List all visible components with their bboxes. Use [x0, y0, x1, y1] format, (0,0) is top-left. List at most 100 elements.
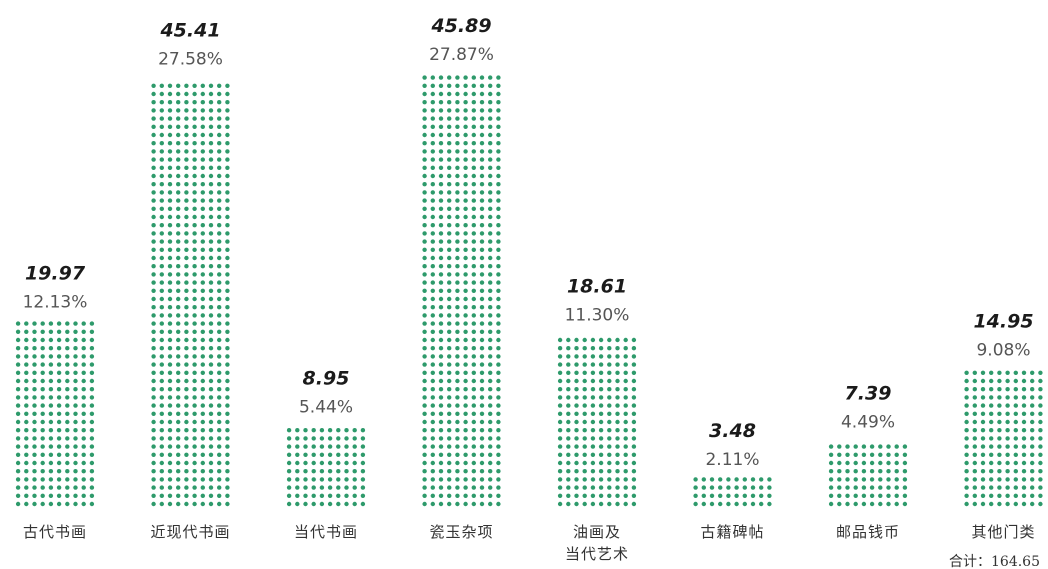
bar-dot — [615, 370, 620, 375]
bar-dot — [208, 116, 214, 121]
bar-dot — [192, 91, 197, 97]
bar-dot — [1038, 428, 1043, 433]
bar-dot — [479, 411, 485, 416]
bar-dot — [980, 469, 986, 474]
bar-dot — [631, 403, 637, 408]
bar-dot — [1021, 485, 1027, 490]
bar-dot — [463, 91, 468, 97]
bar-dot — [463, 387, 468, 392]
bar-dot — [151, 313, 156, 318]
bar-dot — [184, 264, 189, 269]
bar-dot — [1030, 387, 1035, 392]
bar-dot — [176, 321, 181, 326]
bar-dot — [81, 329, 86, 334]
bar-dot — [217, 83, 222, 89]
bar-dot — [192, 395, 197, 400]
bar-dot — [989, 378, 994, 384]
bar-dot — [479, 157, 485, 162]
bar-dot — [430, 91, 435, 97]
bar-dot — [151, 247, 156, 252]
bar-dot — [176, 190, 181, 195]
bar-dot — [1030, 411, 1035, 416]
bar-dot — [607, 378, 612, 384]
bar-dot — [200, 157, 205, 162]
bar-dot — [607, 346, 612, 351]
bar-dot — [574, 346, 579, 351]
bar-dot — [286, 436, 292, 441]
bar-dot — [159, 305, 164, 310]
bar-dot — [438, 173, 444, 179]
bar-dot — [40, 329, 45, 334]
bar-dot — [176, 132, 181, 138]
bar-dot — [217, 313, 222, 318]
bar-dot — [574, 411, 579, 416]
bar-dot — [208, 190, 214, 195]
bar-dot — [718, 493, 723, 498]
bar-dot — [81, 403, 86, 408]
bar-dot — [327, 477, 333, 482]
bar-dot — [225, 444, 230, 449]
bar-dot — [192, 264, 197, 269]
bar-dot — [582, 460, 587, 466]
bar-dot — [192, 173, 197, 179]
bar-dot — [208, 108, 214, 113]
bar-dot — [167, 149, 173, 154]
bar-dot — [217, 124, 222, 129]
bar-dot — [997, 477, 1002, 482]
bar-dot — [463, 100, 468, 105]
bar-dot — [496, 501, 501, 507]
bar-dot — [463, 419, 468, 425]
bar-dot — [590, 469, 596, 474]
bar-dot — [623, 436, 628, 441]
bar-dot — [631, 411, 637, 416]
bar-dot — [557, 395, 563, 400]
bar-dot — [438, 378, 444, 384]
bar-dot — [463, 305, 468, 310]
bar-dot — [455, 378, 460, 384]
bar-dot — [590, 362, 596, 367]
bar-dot — [598, 362, 604, 367]
bar-dot — [438, 280, 444, 285]
bar-dot — [217, 436, 222, 441]
bar-dot — [225, 296, 230, 302]
bar-dot — [159, 428, 164, 433]
bar-dot — [360, 485, 366, 490]
bar-dot — [217, 91, 222, 97]
bar-dot — [159, 403, 164, 408]
bar-dot — [828, 444, 834, 449]
bar-dot — [430, 182, 435, 187]
bar-dot — [438, 354, 444, 359]
bar-dot — [159, 362, 164, 367]
bar-dot — [344, 493, 349, 498]
bar-dot — [311, 436, 316, 441]
bar-dot — [422, 387, 427, 392]
bar-dot — [286, 444, 292, 449]
bar-dot — [422, 337, 427, 343]
bar-dot — [488, 108, 493, 113]
bar-dot — [422, 501, 427, 507]
bar-dot — [65, 387, 70, 392]
bar-dot — [488, 247, 493, 252]
bar-dot — [837, 469, 842, 474]
bar-5 — [693, 477, 772, 507]
bar-dot — [422, 206, 427, 211]
bar-dot — [352, 469, 357, 474]
bar-dot — [192, 485, 197, 490]
bar-dot — [631, 477, 637, 482]
bar-dot — [225, 337, 230, 343]
bar-dot — [438, 370, 444, 375]
bar-dot — [159, 190, 164, 195]
bar-dot — [167, 378, 173, 384]
bar-dot — [574, 337, 579, 343]
bar-dot — [615, 419, 620, 425]
bar-dot — [615, 362, 620, 367]
bar-dot — [422, 428, 427, 433]
bar-dot — [430, 190, 435, 195]
bar-dot — [217, 485, 222, 490]
bar-dot — [40, 354, 45, 359]
bar-dot — [89, 411, 95, 416]
bar-dot — [167, 272, 173, 277]
bar-dot — [455, 337, 460, 343]
bar-dot — [159, 182, 164, 187]
bar-dot — [447, 132, 452, 138]
